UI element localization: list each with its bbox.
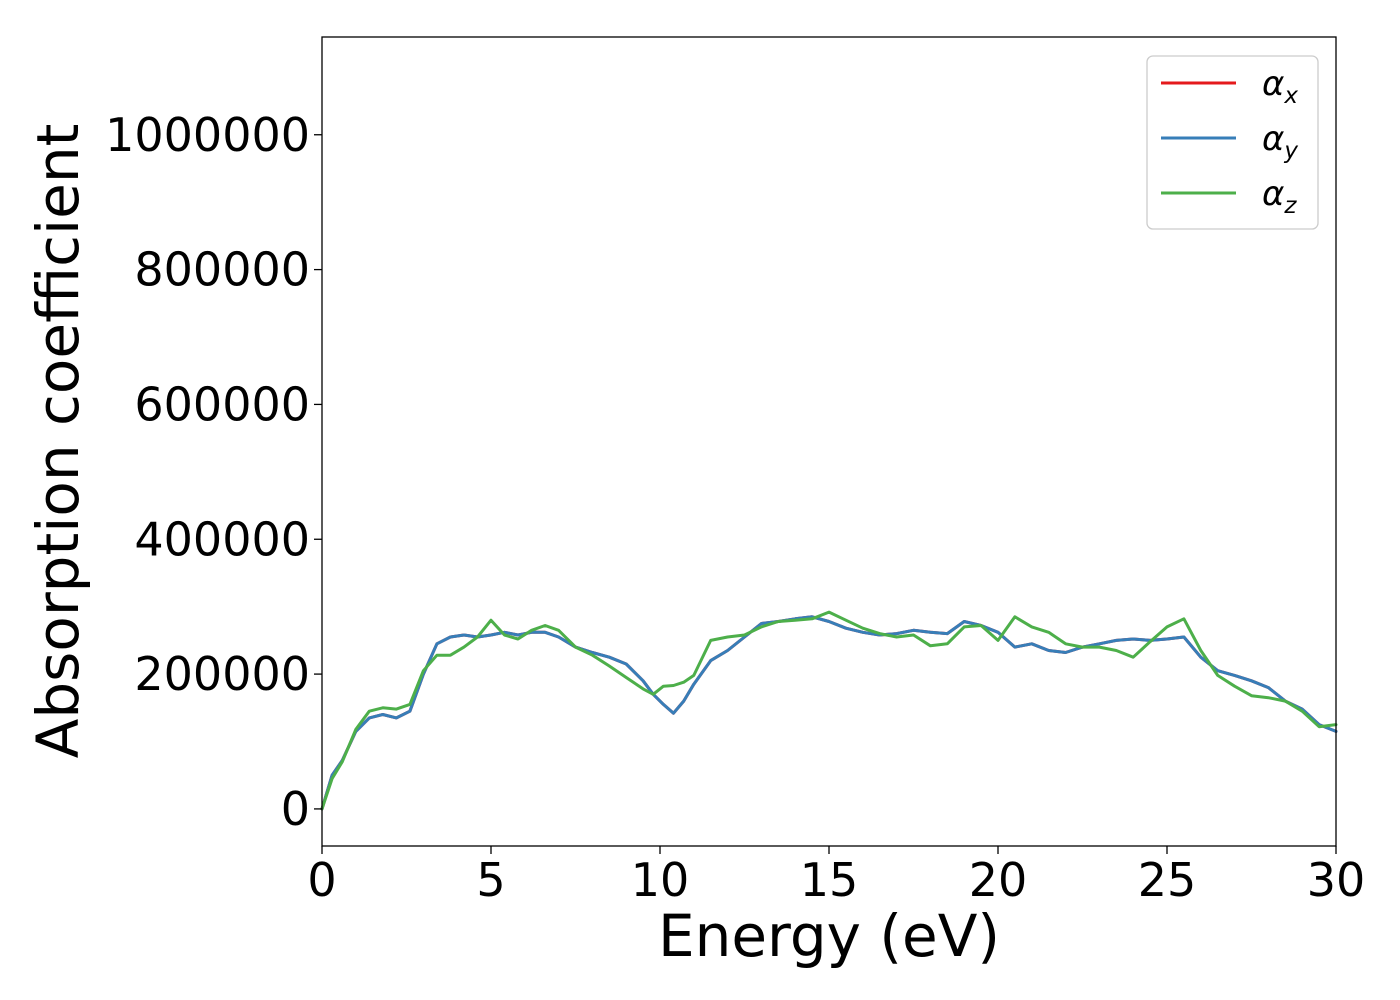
y-axis-ticks: 0 200000 400000 600000 800000 1000000	[105, 108, 322, 836]
legend-subscript-x: x	[1283, 83, 1298, 109]
y-tick-label: 0	[281, 782, 310, 836]
series-layer	[320, 610, 1338, 811]
x-tick-label: 5	[476, 853, 505, 907]
series-line-z	[320, 610, 1338, 811]
x-tick-label: 15	[800, 853, 859, 907]
x-tick-label: 25	[1138, 853, 1197, 907]
legend-box	[1146, 55, 1319, 230]
x-tick-label: 30	[1307, 853, 1366, 907]
x-axis-label: Energy (eV)	[658, 902, 1000, 970]
x-axis-ticks: 0 5 10 15 20 25 30	[307, 846, 1365, 907]
x-tick-label: 20	[969, 853, 1028, 907]
x-tick-label: 10	[631, 853, 690, 907]
y-tick-label: 600000	[134, 377, 310, 431]
y-tick-label: 1000000	[105, 108, 310, 162]
y-axis-label: Absorption coefficient	[24, 124, 92, 759]
y-tick-label: 200000	[134, 647, 310, 701]
legend-subscript-y: y	[1283, 138, 1298, 164]
legend-subscript-z: z	[1283, 193, 1297, 219]
y-tick-label: 800000	[134, 243, 310, 297]
y-tick-label: 400000	[134, 512, 310, 566]
x-tick-label: 0	[307, 853, 336, 907]
